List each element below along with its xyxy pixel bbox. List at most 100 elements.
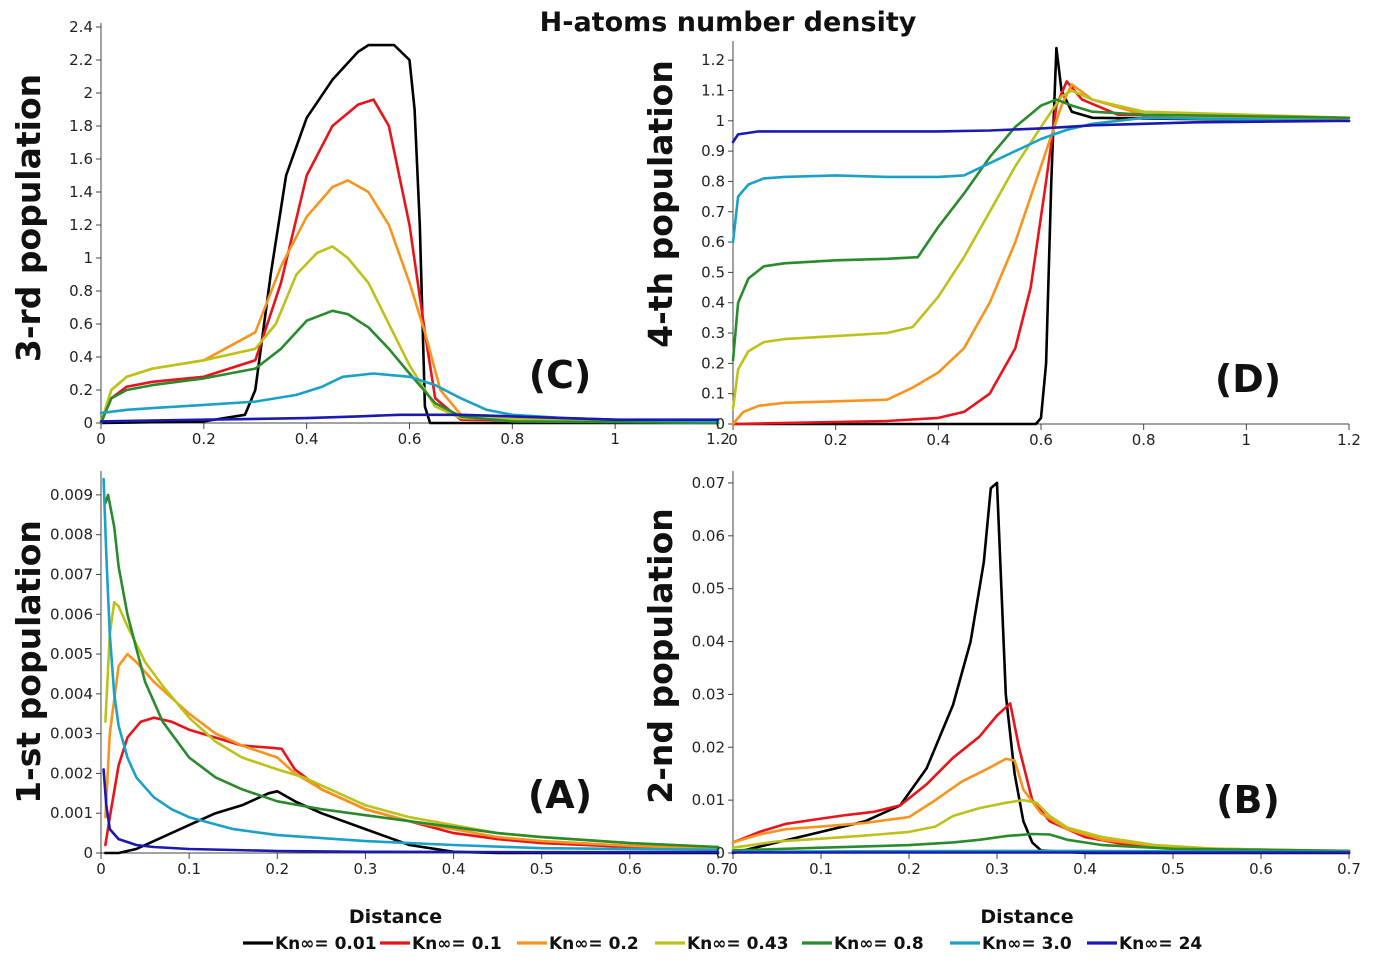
y-tick-label: 0.6: [701, 233, 725, 251]
panel-tag: (C): [529, 353, 592, 397]
y-axis-label: 4-th population: [641, 60, 680, 348]
y-tick-label: 0.6: [69, 315, 93, 333]
x-tick-label: 0.6: [398, 430, 422, 448]
x-tick-label: 0.6: [618, 860, 642, 878]
x-tick-label: 0.2: [824, 431, 848, 449]
y-axis-label: 1-st population: [9, 520, 48, 804]
series-line-6: [731, 116, 1351, 244]
y-tick-label: 0.005: [50, 645, 93, 663]
y-tick-label: 0.02: [692, 738, 725, 756]
y-tick-label: 0.006: [50, 605, 93, 623]
series-line-4: [99, 245, 720, 425]
x-tick-label: 0.2: [897, 860, 921, 878]
series-line-4: [731, 89, 1351, 411]
legend-label: Kn∞= 0.1: [412, 934, 502, 954]
x-tick-label: 1.2: [1337, 431, 1361, 449]
x-tick-label: 1: [1242, 431, 1252, 449]
y-tick-label: 0.4: [701, 294, 725, 312]
x-tick-label: 0.8: [1132, 431, 1156, 449]
x-tick-label: 0: [96, 860, 106, 878]
legend-label: Kn∞= 0.8: [834, 934, 924, 954]
panel-B: 0 0.01 0.02 0.03 0.04 0.05 0.06 0.07 0 0.1 0.2 0.3 0…: [641, 471, 1361, 928]
y-tick-label: 1: [715, 112, 725, 130]
y-tick-label: 0.001: [50, 804, 93, 822]
x-tick-label: 0.6: [1029, 431, 1053, 449]
y-tick-label: 1.8: [69, 117, 93, 135]
x-tick-label: 0.4: [926, 431, 950, 449]
y-tick-label: 2.2: [69, 51, 93, 69]
series-line-7: [102, 768, 720, 854]
y-tick-label: 0: [83, 844, 93, 862]
series-line-5: [104, 493, 720, 849]
x-axis-label: Distance: [349, 906, 442, 928]
x-tick-label: 0.2: [265, 860, 289, 878]
y-tick-label: 0.06: [692, 527, 725, 545]
legend-item: Kn∞= 0.1: [380, 934, 502, 954]
x-tick-label: 0: [96, 430, 106, 448]
y-tick-label: 0: [715, 415, 725, 433]
x-tick-label: 0.7: [706, 860, 730, 878]
y-tick-label: 0.7: [701, 203, 725, 221]
panel-tag: (D): [1215, 357, 1281, 401]
panel-tag: (B): [1216, 778, 1280, 822]
y-tick-label: 0.07: [692, 474, 725, 492]
x-axis-label: Distance: [980, 906, 1073, 928]
y-tick-label: 0.1: [701, 385, 725, 403]
legend-item: Kn∞= 0.01: [243, 934, 377, 954]
series-line-7: [99, 413, 720, 423]
legend-item: Kn∞= 3.0: [950, 934, 1072, 954]
panel-D: 00.10.20.30.40.50.60.70.80.911.11.20 0.2 0…: [641, 41, 1361, 449]
y-tick-label: 0.4: [69, 348, 93, 366]
x-tick-label: 0.2: [192, 430, 216, 448]
x-tick-label: 0.8: [500, 430, 524, 448]
x-tick-label: 0.4: [442, 860, 466, 878]
y-tick-label: 1: [83, 249, 93, 267]
x-tick-label: 0.6: [1249, 860, 1273, 878]
series-line-4: [104, 601, 720, 849]
y-tick-label: 0.8: [701, 172, 725, 190]
legend-item: Kn∞= 0.8: [802, 934, 924, 954]
y-tick-label: 0.05: [692, 580, 725, 598]
legend-item: Kn∞= 24: [1087, 934, 1202, 954]
y-tick-label: 0: [83, 414, 93, 432]
series-line-3: [104, 652, 720, 851]
x-tick-label: 0: [728, 431, 738, 449]
y-tick-label: 0.03: [692, 685, 725, 703]
x-tick-label: 0.4: [1073, 860, 1097, 878]
y-tick-label: 0: [715, 844, 725, 862]
panel-C: 0 0.2 0.4 0.6 0.8 1 1.2 1.4 1.6 1.8 2 2.2 2.4 0 0.2 0.4…: [9, 18, 730, 448]
x-tick-label: 0.1: [177, 860, 201, 878]
series-line-2: [104, 716, 720, 851]
series-line-1: [99, 43, 720, 425]
legend-label: Kn∞= 3.0: [982, 934, 1072, 954]
figure-title: H-atoms number density: [540, 7, 917, 38]
y-tick-label: 0.2: [701, 354, 725, 372]
y-tick-label: 1.6: [69, 150, 93, 168]
y-tick-label: 1.1: [701, 81, 725, 99]
series-line-5: [731, 832, 1351, 853]
legend-label: Kn∞= 0.01: [275, 934, 377, 954]
x-tick-label: 0.3: [985, 860, 1009, 878]
x-tick-label: 0.1: [809, 860, 833, 878]
series-line-1: [104, 790, 720, 855]
y-tick-label: 0.007: [50, 565, 93, 583]
series-line-2: [731, 702, 1351, 853]
x-tick-label: 0.5: [1161, 860, 1185, 878]
x-tick-label: 1: [610, 430, 620, 448]
y-tick-label: 2.4: [69, 18, 93, 36]
legend-label: Kn∞= 0.2: [549, 934, 639, 954]
x-tick-label: 0: [728, 860, 738, 878]
series-line-5: [731, 98, 1351, 362]
y-tick-label: 0.3: [701, 324, 725, 342]
y-tick-label: 0.004: [50, 685, 93, 703]
y-tick-label: 0.008: [50, 526, 93, 544]
y-axis-label: 3-rd population: [9, 74, 48, 362]
y-tick-label: 1.4: [69, 183, 93, 201]
y-tick-label: 0.9: [701, 142, 725, 160]
series-line-2: [99, 98, 720, 425]
legend-label: Kn∞= 24: [1119, 934, 1202, 954]
series-line-3: [731, 83, 1351, 426]
y-tick-label: 0.01: [692, 791, 725, 809]
y-tick-label: 1.2: [701, 51, 725, 69]
